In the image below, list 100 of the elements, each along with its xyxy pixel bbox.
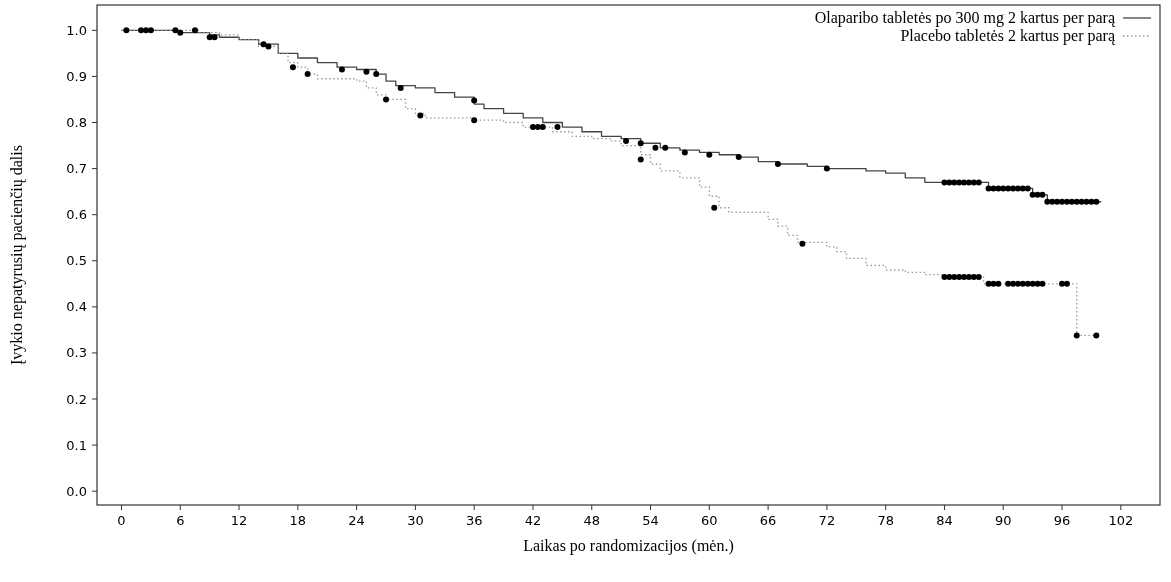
x-tick-label: 36 — [465, 513, 483, 528]
point — [652, 144, 659, 151]
point — [975, 273, 982, 280]
point — [1039, 191, 1046, 198]
point — [1005, 185, 1012, 192]
point — [774, 160, 781, 167]
point — [1024, 185, 1031, 192]
point — [975, 179, 982, 186]
point — [1029, 191, 1036, 198]
y-tick-label: 0.0 — [66, 483, 87, 499]
point — [338, 66, 345, 73]
point — [1073, 198, 1080, 205]
point — [1019, 185, 1026, 192]
point — [211, 34, 218, 41]
x-tick-label: 78 — [877, 513, 894, 528]
point — [383, 96, 390, 103]
y-tick-label: 0.6 — [66, 207, 87, 223]
point — [1024, 280, 1031, 287]
point — [995, 280, 1002, 287]
point — [1068, 198, 1075, 205]
x-tick-label: 0 — [117, 513, 126, 528]
y-tick-label: 0.3 — [66, 345, 87, 361]
x-tick-label: 72 — [818, 513, 836, 528]
point — [539, 124, 546, 131]
point — [1039, 280, 1046, 287]
x-tick-label: 60 — [701, 513, 718, 528]
point — [363, 68, 370, 75]
point — [471, 97, 478, 104]
y-tick-label: 0.1 — [66, 437, 87, 453]
point — [397, 84, 404, 91]
point — [681, 149, 688, 156]
legend-label: Olaparibo tabletės po 300 mg 2 kartus per parą — [814, 9, 1116, 27]
y-tick-label: 0.9 — [66, 68, 87, 84]
point — [1063, 198, 1070, 205]
point — [147, 27, 154, 34]
point — [956, 273, 963, 280]
y-tick-label: 0.7 — [66, 161, 87, 177]
point — [735, 154, 742, 161]
point — [990, 280, 997, 287]
point — [265, 43, 272, 50]
point — [142, 27, 149, 34]
point — [1029, 280, 1036, 287]
point — [706, 151, 713, 158]
x-tick-label: 42 — [524, 513, 542, 528]
point — [206, 34, 213, 41]
point — [637, 156, 644, 163]
point — [662, 144, 669, 151]
point — [1049, 198, 1056, 205]
x-tick-label: 18 — [289, 513, 307, 528]
point — [711, 204, 718, 211]
point — [623, 137, 630, 144]
point — [289, 64, 296, 71]
x-tick-label: 30 — [407, 513, 424, 528]
point — [471, 117, 478, 124]
point — [1088, 198, 1095, 205]
point — [1059, 198, 1066, 205]
y-tick-label: 0.5 — [66, 253, 87, 269]
point — [823, 165, 830, 172]
point — [1044, 198, 1051, 205]
point — [304, 71, 311, 78]
point — [995, 185, 1002, 192]
point — [799, 240, 806, 247]
point — [946, 273, 953, 280]
point — [1078, 198, 1085, 205]
point — [191, 27, 198, 34]
point — [417, 112, 424, 119]
point — [1005, 280, 1012, 287]
x-tick-label: 12 — [230, 513, 248, 528]
point — [172, 27, 179, 34]
point — [951, 179, 958, 186]
point — [123, 27, 130, 34]
point — [961, 273, 968, 280]
point — [529, 124, 536, 131]
point — [1059, 280, 1066, 287]
x-tick-label: 54 — [642, 513, 659, 528]
point — [260, 41, 267, 48]
legend-label: Placebo tabletės 2 kartus per parą — [900, 27, 1116, 45]
x-tick-label: 6 — [176, 513, 185, 528]
x-tick-label: 96 — [1053, 513, 1071, 528]
point — [1000, 185, 1007, 192]
x-tick-label: 24 — [348, 513, 365, 528]
point — [554, 124, 561, 131]
point — [1063, 280, 1070, 287]
y-tick-label: 1.0 — [66, 22, 87, 38]
x-tick-label: 90 — [994, 513, 1012, 528]
point — [1093, 198, 1100, 205]
point — [970, 273, 977, 280]
point — [1093, 332, 1100, 339]
point — [534, 124, 541, 131]
point — [956, 179, 963, 186]
x-tick-label: 66 — [759, 513, 777, 528]
point — [177, 29, 184, 36]
point — [1019, 280, 1026, 287]
y-axis-title: Įvykio nepatyrusių pacienčių dalis — [8, 145, 26, 365]
x-tick-label: 102 — [1108, 513, 1134, 528]
y-tick-label: 0.4 — [66, 299, 87, 315]
x-tick-label: 84 — [936, 513, 953, 528]
point — [1010, 280, 1017, 287]
point — [951, 273, 958, 280]
point — [637, 140, 644, 147]
